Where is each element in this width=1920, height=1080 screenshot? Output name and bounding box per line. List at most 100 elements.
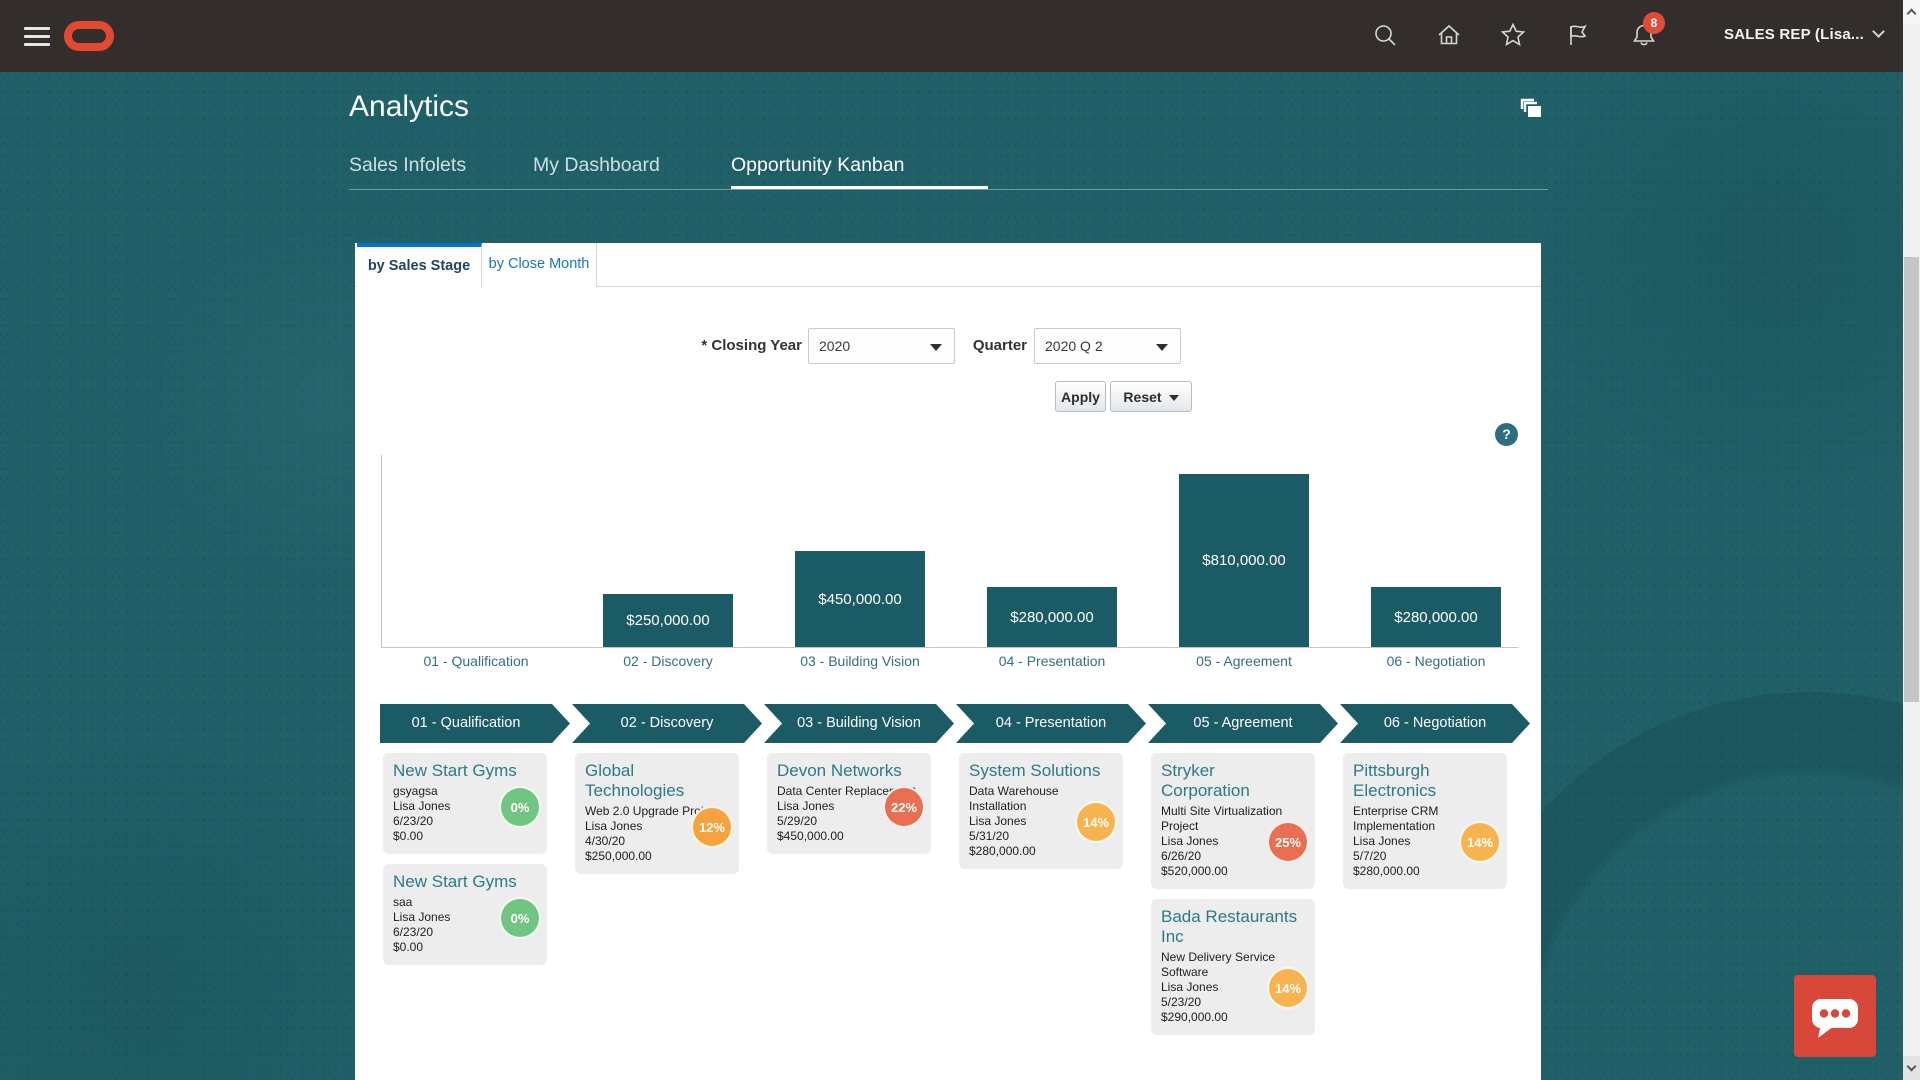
card-owner: Lisa Jones <box>1353 834 1411 848</box>
kanban-column: Devon Networks Data Center Replacement Lis… <box>767 753 931 864</box>
card-detail: saa <box>393 895 413 909</box>
quarter-select[interactable]: 2020 Q 2 <box>1034 328 1181 364</box>
card-title-link[interactable]: Pittsburgh Electronics <box>1353 761 1437 800</box>
sales-stage-bar-chart: 01 - Qualification $250,000.00 02 - Discov… <box>355 243 1541 673</box>
kanban-stage-header: 05 - Agreement <box>1148 704 1338 743</box>
card-date: 4/30/20 <box>585 834 626 848</box>
closing-year-value: 2020 <box>819 338 851 354</box>
help-icon[interactable]: ? <box>1495 423 1518 446</box>
card-detail: Multi Site Virtualization Project <box>1161 804 1283 833</box>
opportunity-card[interactable]: Devon Networks Data Center Replacement Lis… <box>767 753 931 854</box>
flag-watchlist-icon[interactable] <box>1563 21 1591 49</box>
card-owner: Lisa Jones <box>585 819 643 833</box>
scroll-down-button[interactable] <box>1903 1056 1920 1080</box>
navigation-menu-icon[interactable] <box>24 27 50 46</box>
card-date: 5/7/20 <box>1353 849 1387 863</box>
tab-by-sales-stage[interactable]: by Sales Stage <box>357 243 482 288</box>
opportunity-card[interactable]: New Start Gyms saa Lisa Jones 6/23/20 $0.00 0… <box>383 864 547 965</box>
win-probability-badge: 0% <box>499 897 541 939</box>
opportunity-card[interactable]: System Solutions Data Warehouse Installat… <box>959 753 1123 869</box>
view-tab-bar: by Sales Stage by Close Month <box>355 243 1541 288</box>
kanban-column: Global Technologies Web 2.0 Upgrade Proje… <box>575 753 739 884</box>
oracle-logo[interactable] <box>64 21 114 51</box>
card-date: 6/23/20 <box>393 814 434 828</box>
kanban-stage-header: 06 - Negotiation <box>1340 704 1530 743</box>
card-date: 6/26/20 <box>1161 849 1202 863</box>
opportunity-kanban-panel: by Sales Stage by Close Month * Closing … <box>355 243 1541 1080</box>
card-detail: Web 2.0 Upgrade Project <box>585 804 720 818</box>
card-title-link[interactable]: Global Technologies <box>585 761 685 800</box>
card-date: 5/23/20 <box>1161 995 1202 1009</box>
chart-bar-value-label: $450,000.00 <box>818 590 902 608</box>
chart-category-label: 03 - Building Vision <box>800 653 920 669</box>
win-probability-badge: 14% <box>1267 967 1309 1009</box>
chevron-down-icon <box>930 344 942 351</box>
card-detail: Data Center Replacement <box>777 784 916 798</box>
card-title-link[interactable]: Bada Restaurants Inc <box>1161 907 1298 946</box>
chart-category-label: 01 - Qualification <box>423 653 529 669</box>
opportunity-card[interactable]: Bada Restaurants Inc New Delivery Service… <box>1151 899 1315 1035</box>
card-owner: Lisa Jones <box>393 799 451 813</box>
page-title: Analytics <box>349 90 470 123</box>
closing-year-select[interactable]: 2020 <box>808 328 955 364</box>
opportunity-card[interactable]: Stryker Corporation Multi Site Virtualiza… <box>1151 753 1315 889</box>
card-title-link[interactable]: System Solutions <box>969 761 1101 780</box>
win-probability-badge: 22% <box>883 786 925 828</box>
chevron-down-icon <box>1872 25 1885 38</box>
tab-sales-infolets[interactable]: Sales Infolets <box>349 154 467 176</box>
chat-bubble-icon <box>1812 999 1858 1038</box>
scroll-up-button[interactable] <box>1903 0 1920 24</box>
card-date: 6/23/20 <box>393 925 434 939</box>
chart-category-label: 04 - Presentation <box>998 653 1106 669</box>
card-amount: $450,000.00 <box>777 829 844 843</box>
card-title-link[interactable]: Devon Networks <box>777 761 902 780</box>
kanban-column: New Start Gyms gsyagsa Lisa Jones 6/23/20 $0… <box>383 753 547 975</box>
kanban-stage-header: 02 - Discovery <box>572 704 762 743</box>
search-icon[interactable] <box>1371 21 1399 49</box>
chart-bar: $450,000.00 <box>795 551 925 647</box>
chart-bar-value-label: $250,000.00 <box>626 612 710 629</box>
apply-button[interactable]: Apply <box>1055 381 1106 412</box>
card-detail: New Delivery Service Software <box>1161 950 1276 979</box>
card-owner: Lisa Jones <box>393 910 451 924</box>
card-title-link[interactable]: New Start Gyms <box>393 761 517 780</box>
chat-button[interactable] <box>1794 975 1876 1057</box>
tab-opportunity-kanban[interactable]: Opportunity Kanban <box>731 154 905 176</box>
card-amount: $0.00 <box>393 940 424 954</box>
opportunity-card[interactable]: Pittsburgh Electronics Enterprise CRM Imp… <box>1343 753 1507 889</box>
analytics-tab-bar: Sales Infolets My Dashboard Opportunity … <box>349 150 1548 194</box>
chart-bar-value-label: $280,000.00 <box>1010 608 1094 626</box>
chart-category-label: 02 - Discovery <box>623 653 713 669</box>
kanban-column: System Solutions Data Warehouse Installat… <box>959 753 1123 879</box>
favorites-star-icon[interactable] <box>1499 21 1527 49</box>
home-icon[interactable] <box>1435 21 1463 49</box>
opportunity-card[interactable]: New Start Gyms gsyagsa Lisa Jones 6/23/20 $0… <box>383 753 547 854</box>
chart-bar-value-label: $810,000.00 <box>1202 552 1286 569</box>
closing-year-label: * Closing Year <box>701 337 802 354</box>
kanban-board: 01 - Qualification New Start Gyms gsyagsa L… <box>355 243 1541 1080</box>
scrollbar-thumb[interactable] <box>1904 257 1919 702</box>
quarter-value: 2020 Q 2 <box>1045 338 1103 354</box>
card-amount: $520,000.00 <box>1161 864 1228 878</box>
user-menu[interactable]: SALES REP (Lisa... <box>1724 25 1885 43</box>
reset-button[interactable]: Reset <box>1110 381 1192 412</box>
card-amount: $0.00 <box>393 829 424 843</box>
card-title-link[interactable]: Stryker Corporation <box>1161 761 1250 800</box>
stacked-pages-icon[interactable] <box>1513 92 1545 124</box>
chart-bar: $250,000.00 <box>603 594 733 647</box>
tab-my-dashboard[interactable]: My Dashboard <box>533 154 660 176</box>
card-amount: $280,000.00 <box>1353 864 1420 878</box>
tab-by-close-month[interactable]: by Close Month <box>482 243 597 287</box>
opportunity-card[interactable]: Global Technologies Web 2.0 Upgrade Proje… <box>575 753 739 874</box>
card-owner: Lisa Jones <box>777 799 835 813</box>
card-detail: gsyagsa <box>393 784 438 798</box>
tab-bar-divider <box>349 189 1548 190</box>
win-probability-badge: 14% <box>1459 821 1501 863</box>
vertical-scrollbar[interactable] <box>1903 0 1920 1080</box>
active-tab-underline <box>731 186 988 189</box>
global-header: 8 SALES REP (Lisa... <box>0 0 1920 72</box>
card-title-link[interactable]: New Start Gyms <box>393 872 517 891</box>
chevron-down-icon <box>1168 394 1179 401</box>
kanban-stage-header: 03 - Building Vision <box>764 704 954 743</box>
